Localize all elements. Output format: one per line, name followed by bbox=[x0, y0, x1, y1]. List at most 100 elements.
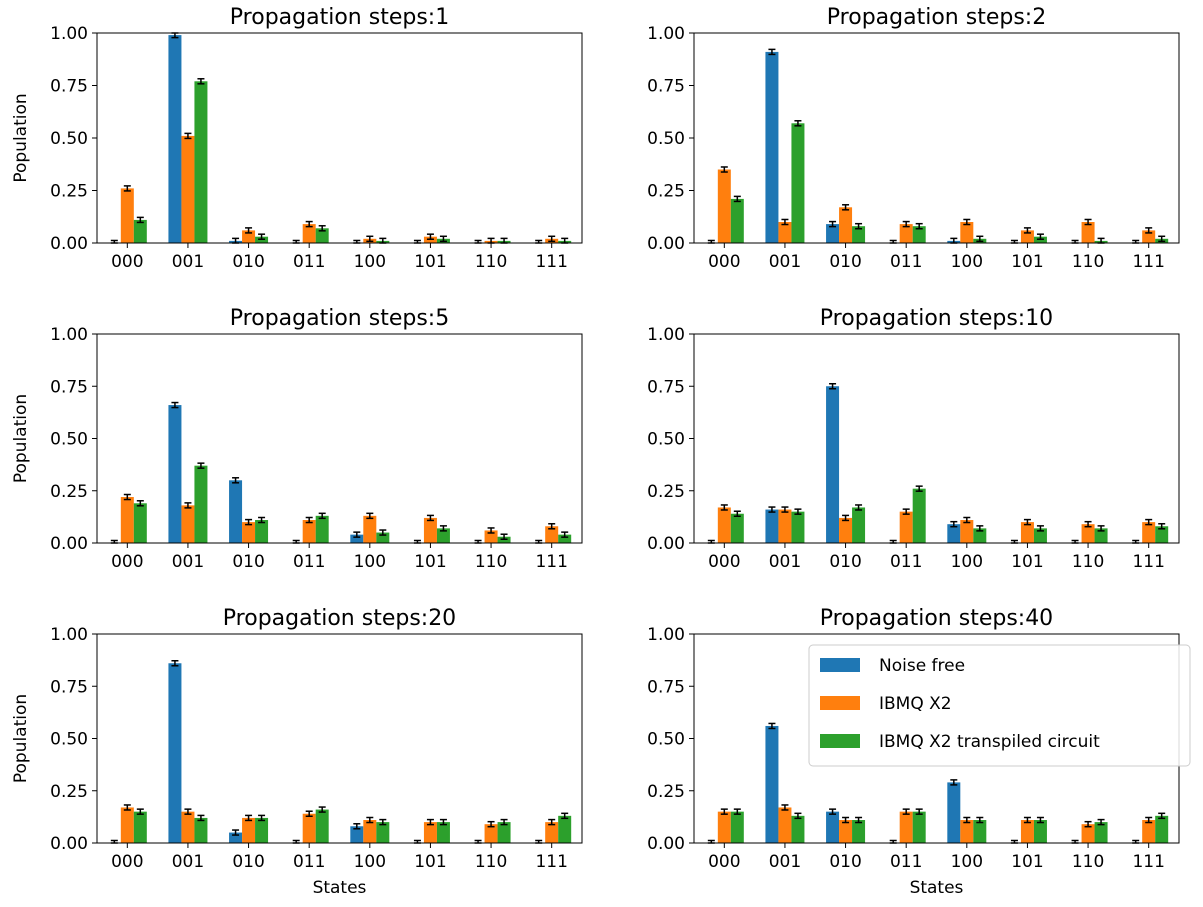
error-bar bbox=[197, 78, 205, 85]
error-bar bbox=[720, 808, 728, 815]
error-bar bbox=[1097, 525, 1105, 532]
x-tick-label: 110 bbox=[1072, 852, 1104, 872]
legend-label: IBMQ X2 transpiled circuit bbox=[879, 732, 1100, 752]
error-bar bbox=[1145, 816, 1153, 824]
error-bar bbox=[232, 829, 240, 836]
error-bar bbox=[855, 504, 863, 511]
x-tick-label: 100 bbox=[951, 252, 983, 272]
error-bar bbox=[794, 508, 802, 515]
error-bar bbox=[379, 237, 387, 244]
bar-ibmq-x2 bbox=[1142, 522, 1156, 543]
error-bar bbox=[439, 235, 447, 243]
bar-ibmq-x2 bbox=[1142, 820, 1156, 843]
panel-3: Propagation steps:5 0.00 0.25 0.50 0.75 1.00 P… bbox=[11, 306, 583, 572]
error-bar bbox=[245, 518, 253, 526]
y-tick-label: 0.75 bbox=[50, 77, 88, 97]
bar-ibmq-x2-transpiled-circuit bbox=[376, 532, 390, 543]
x-tick-label: 100 bbox=[354, 552, 386, 572]
y-tick-label: 0.75 bbox=[50, 677, 88, 697]
x-tick-label: 100 bbox=[951, 852, 983, 872]
y-tick-label: 0.75 bbox=[647, 677, 685, 697]
y-tick-label: 1.00 bbox=[50, 24, 88, 44]
y-tick-label: 0.25 bbox=[647, 482, 685, 502]
error-bar bbox=[561, 237, 569, 244]
x-tick-label: 111 bbox=[1132, 852, 1164, 872]
x-tick-label: 101 bbox=[1011, 552, 1043, 572]
x-tick-label: 111 bbox=[535, 252, 567, 272]
axes-frame bbox=[96, 333, 583, 544]
error-bar bbox=[902, 508, 910, 515]
error-bar bbox=[136, 500, 144, 507]
bar-noise-free bbox=[229, 832, 243, 843]
error-bar bbox=[829, 220, 837, 228]
x-tick-label: 011 bbox=[293, 552, 325, 572]
error-bar bbox=[426, 818, 434, 826]
error-bar bbox=[366, 512, 374, 520]
error-bar bbox=[842, 204, 850, 211]
x-tick-label: 100 bbox=[951, 552, 983, 572]
y-tick-label: 0.00 bbox=[647, 834, 685, 854]
error-bar bbox=[500, 533, 508, 540]
x-tick-label: 010 bbox=[232, 552, 264, 572]
error-bar bbox=[855, 222, 863, 230]
bar-ibmq-x2 bbox=[242, 817, 256, 843]
bar-ibmq-x2 bbox=[839, 207, 853, 243]
bar-ibmq-x2 bbox=[960, 820, 974, 843]
x-tick-label: 101 bbox=[1011, 852, 1043, 872]
bar-ibmq-x2-transpiled-circuit bbox=[255, 520, 269, 543]
bar-ibmq-x2-transpiled-circuit bbox=[730, 811, 744, 843]
x-tick-label: 011 bbox=[890, 852, 922, 872]
error-bar bbox=[123, 804, 131, 811]
bar-noise-free bbox=[350, 826, 364, 843]
y-tick-label: 1.00 bbox=[50, 625, 88, 645]
panel-2: Propagation steps:2 0.00 0.25 0.50 0.75 1.00 0… bbox=[647, 5, 1180, 272]
error-bar bbox=[1023, 227, 1031, 234]
error-bar bbox=[379, 529, 387, 536]
y-tick-label: 0.50 bbox=[50, 730, 88, 750]
bar-ibmq-x2-transpiled-circuit bbox=[973, 820, 987, 843]
bar-ibmq-x2 bbox=[1081, 222, 1095, 243]
x-tick-label: 101 bbox=[1011, 252, 1043, 272]
error-bar bbox=[963, 816, 971, 824]
y-tick-label: 0.25 bbox=[50, 482, 88, 502]
bar-noise-free bbox=[168, 35, 182, 243]
bar-ibmq-x2 bbox=[1081, 524, 1095, 543]
error-bar bbox=[720, 504, 728, 511]
x-tick-label: 000 bbox=[111, 852, 143, 872]
x-tick-label: 011 bbox=[293, 252, 325, 272]
error-bar bbox=[305, 516, 313, 524]
x-tick-label: 011 bbox=[890, 252, 922, 272]
bar-ibmq-x2 bbox=[120, 497, 134, 543]
bar-ibmq-x2 bbox=[899, 511, 913, 543]
panel-1: Propagation steps:1 0.00 0.25 0.50 0.75 1.00 P… bbox=[11, 5, 583, 272]
panel-title: Propagation steps:5 bbox=[230, 306, 449, 331]
x-tick-label: 001 bbox=[769, 852, 801, 872]
error-bar bbox=[426, 233, 434, 240]
error-bar bbox=[794, 812, 802, 820]
y-tick-label: 0.00 bbox=[50, 234, 88, 254]
bar-ibmq-x2 bbox=[839, 820, 853, 843]
error-bar bbox=[768, 506, 776, 513]
bar-ibmq-x2 bbox=[839, 517, 853, 543]
error-bar bbox=[902, 808, 910, 815]
y-tick-label: 0.25 bbox=[50, 782, 88, 802]
x-tick-label: 010 bbox=[232, 852, 264, 872]
error-bar bbox=[184, 132, 192, 140]
error-bar bbox=[561, 812, 569, 820]
bar-noise-free bbox=[229, 480, 243, 543]
error-bar bbox=[1036, 525, 1044, 532]
error-bar bbox=[258, 814, 266, 822]
x-tick-label: 100 bbox=[354, 852, 386, 872]
bar-noise-free bbox=[168, 405, 182, 543]
error-bar bbox=[781, 506, 789, 513]
error-bar bbox=[318, 512, 326, 520]
error-bar bbox=[950, 779, 958, 786]
x-tick-label: 111 bbox=[535, 852, 567, 872]
bar-ibmq-x2 bbox=[778, 807, 792, 843]
bar-ibmq-x2-transpiled-circuit bbox=[912, 226, 926, 243]
bar-ibmq-x2-transpiled-circuit bbox=[558, 815, 572, 843]
bar-ibmq-x2-transpiled-circuit bbox=[1033, 820, 1047, 843]
error-bar bbox=[768, 722, 776, 730]
error-bar bbox=[232, 237, 240, 244]
error-bar bbox=[439, 818, 447, 826]
